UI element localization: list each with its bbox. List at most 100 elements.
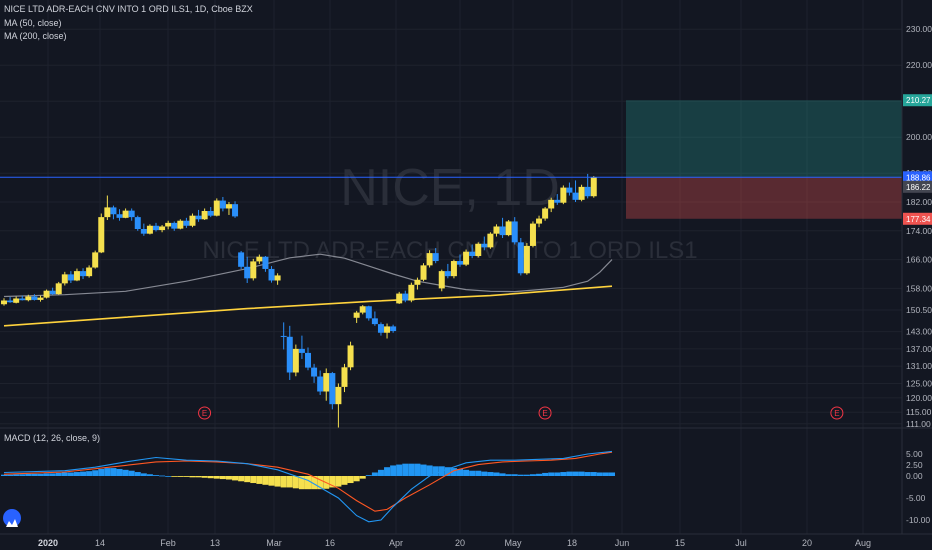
candle-body <box>414 279 421 285</box>
ma50-path <box>3 253 613 298</box>
price-tick-label: 111.00 <box>906 419 931 429</box>
candle-body <box>98 217 105 253</box>
candle-body <box>262 256 269 269</box>
macd-histogram-bar <box>225 476 232 480</box>
macd-histogram-bar <box>353 476 360 482</box>
price-tick-label: 137.00 <box>906 344 932 354</box>
candle-body <box>13 298 20 303</box>
candle-body <box>61 274 68 284</box>
macd-histogram-bar <box>517 474 524 476</box>
price-tick-label: 174.00 <box>906 226 932 236</box>
macd-histogram-bar <box>25 473 32 476</box>
candle-body <box>335 386 342 405</box>
macd-histogram-bar <box>505 474 512 476</box>
candle-body <box>578 186 585 200</box>
price-tick-label: 120.00 <box>906 393 932 403</box>
macd-histogram-bar <box>177 476 184 477</box>
macd-histogram-bar <box>232 476 239 481</box>
candle-body <box>384 326 391 333</box>
macd-histogram-bar <box>317 476 324 490</box>
candle-body <box>371 318 378 325</box>
stop-zone <box>626 177 902 219</box>
time-tick-label: 2020 <box>38 538 58 548</box>
candle-body <box>104 207 111 218</box>
macd-histogram-bar <box>207 476 214 479</box>
macd-histogram-bar <box>499 473 506 476</box>
macd-histogram-bar <box>493 472 500 476</box>
candle-body <box>408 284 415 301</box>
candle-body <box>256 256 263 262</box>
candle-body <box>493 226 500 234</box>
candle-body <box>7 300 14 303</box>
macd-axis[interactable]: 5.002.500.00 -5.00 -10.00 <box>906 449 930 525</box>
price-badge <box>903 171 932 184</box>
macd-histogram-bar <box>116 468 123 476</box>
candle-body <box>207 211 214 216</box>
candle-body <box>487 233 494 248</box>
time-tick-label: Feb <box>160 538 176 548</box>
time-tick-label: 20 <box>455 538 465 548</box>
candle-body <box>189 215 196 226</box>
macd-histogram-bar <box>13 474 20 476</box>
time-tick-label: 14 <box>95 538 105 548</box>
macd-legend[interactable]: MACD (12, 26, close, 9) <box>4 433 101 443</box>
candle-body <box>542 208 549 219</box>
macd-histogram-bar <box>37 473 44 476</box>
candle-body <box>523 245 530 274</box>
candle-body <box>31 296 38 300</box>
ma200-legend[interactable]: MA (200, close) <box>4 31 67 41</box>
macd-histogram-bar <box>171 476 178 477</box>
macd-histogram-bar <box>274 476 281 487</box>
price-badge-label: 188.86 <box>906 173 931 182</box>
candle-body <box>134 217 141 229</box>
candle-body <box>432 253 439 262</box>
ma50-legend[interactable]: MA (50, close) <box>4 18 62 28</box>
macd-histogram-bar <box>146 474 153 476</box>
candle-body <box>390 326 397 332</box>
time-tick-label: 16 <box>325 538 335 548</box>
time-axis[interactable]: 2020 14 Feb 13 Mar 16 Apr 20 May 18 Jun 15 Jul 20 Aug <box>38 538 871 548</box>
macd-histogram-bar <box>67 472 74 476</box>
candle-body <box>250 261 257 279</box>
candle-body <box>499 226 506 236</box>
macd-histogram-bar <box>487 472 494 476</box>
target-zone <box>626 100 902 178</box>
macd-histogram-bar <box>432 466 439 476</box>
candle-body <box>225 204 232 209</box>
price-tick-label: 200.00 <box>906 132 932 142</box>
candle-body <box>244 266 251 279</box>
candle-body <box>377 324 384 333</box>
candle-body <box>43 290 50 298</box>
candle-body <box>280 335 287 337</box>
macd-histogram-bar <box>554 472 561 476</box>
position-tool[interactable] <box>626 100 902 219</box>
candle-body <box>146 225 153 234</box>
earnings-circle <box>538 406 552 420</box>
symbol-legend[interactable]: NICE LTD ADR-EACH CNV INTO 1 ORD ILS1, 1… <box>4 4 253 14</box>
candle-body <box>274 275 281 281</box>
price-tick-label: 182.00 <box>906 197 932 207</box>
macd-pane <box>1 450 615 523</box>
time-tick-label: Mar <box>266 538 282 548</box>
macd-histogram-bar <box>408 463 415 476</box>
candle-body <box>450 261 457 277</box>
macd-histogram-bar <box>183 476 190 477</box>
macd-histogram-bar <box>43 473 50 476</box>
time-tick-label: 18 <box>567 538 577 548</box>
candle-body <box>584 186 591 197</box>
macd-histogram-bar <box>201 476 208 478</box>
candle-body <box>463 251 470 265</box>
tradingview-logo-icon[interactable] <box>3 509 21 527</box>
ma200-line <box>3 285 613 327</box>
macd-histogram-bar <box>426 465 433 476</box>
macd-histogram-bar <box>444 467 451 476</box>
candle-body <box>116 214 123 218</box>
price-tick-label: 150.50 <box>906 305 932 315</box>
candle-body <box>566 187 573 193</box>
candle-body <box>232 204 239 217</box>
macd-histogram-bar <box>262 476 269 485</box>
candle-body <box>183 220 190 226</box>
